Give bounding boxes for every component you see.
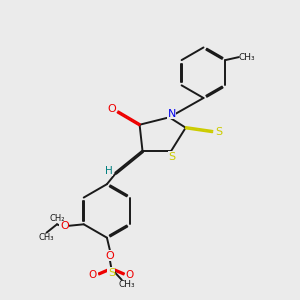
Text: CH₃: CH₃ xyxy=(239,52,255,62)
Text: S: S xyxy=(108,268,115,278)
Text: N: N xyxy=(167,109,176,119)
Text: CH₃: CH₃ xyxy=(38,232,54,242)
Text: CH₃: CH₃ xyxy=(118,280,135,289)
Text: S: S xyxy=(169,152,176,162)
Text: O: O xyxy=(107,104,116,114)
Text: H: H xyxy=(104,166,112,176)
Text: O: O xyxy=(60,221,69,231)
Text: O: O xyxy=(106,250,114,260)
Text: O: O xyxy=(89,270,97,280)
Text: S: S xyxy=(215,127,222,136)
Text: O: O xyxy=(126,270,134,280)
Text: CH₂: CH₂ xyxy=(50,214,65,224)
